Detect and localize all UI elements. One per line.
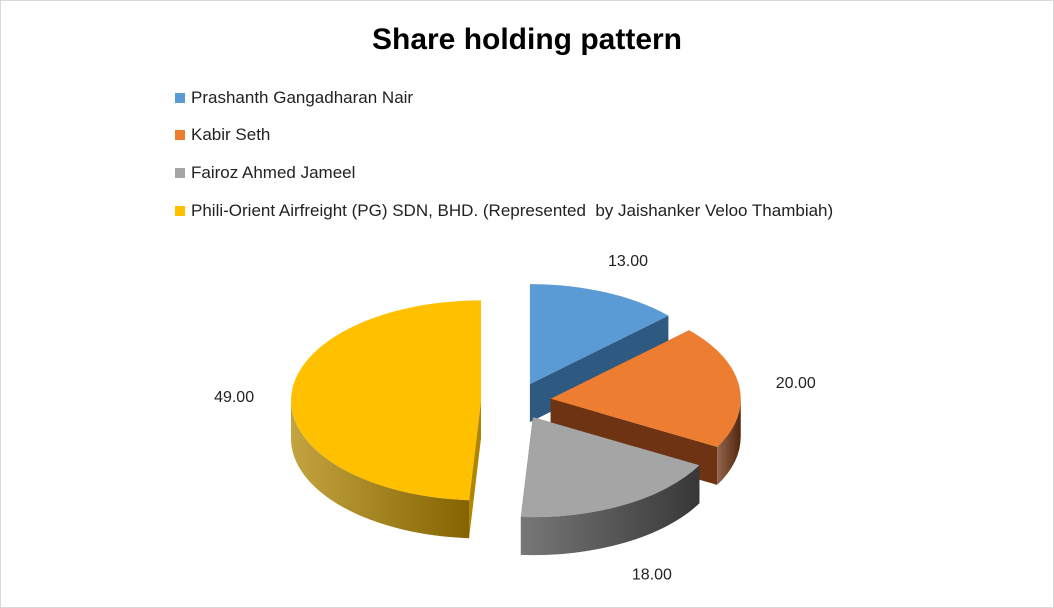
legend-label: Kabir Seth [191,125,271,144]
legend-item: Fairoz Ahmed Jameel [175,163,355,183]
data-label: 13.00 [608,253,648,270]
slice-outer-wall-shade [717,398,741,485]
pie-slice [520,417,700,518]
legend-swatch [175,130,185,140]
slice-side-wall [469,400,481,539]
data-label: 20.00 [776,375,816,392]
pie-slice [550,330,741,447]
legend-label: Fairoz Ahmed Jameel [191,163,356,182]
legend-swatch [175,93,185,103]
data-label: 49.00 [214,389,254,406]
data-label: 18.00 [632,566,672,583]
pie-slice [529,284,669,385]
legend-item: Kabir Seth [175,125,270,145]
legend-swatch [175,168,185,178]
legend-item: Phili-Orient Airfreight (PG) SDN, BHD. (… [175,201,833,221]
legend-item: Prashanth Gangadharan Nair [175,88,413,108]
slice-outer-wall-shade [291,400,470,539]
pie-slice [291,300,481,501]
legend-label: Phili-Orient Airfreight (PG) SDN, BHD. (… [191,201,834,220]
legend-label: Prashanth Gangadharan Nair [191,88,414,107]
chart-title: Share holding pattern [371,23,683,56]
slice-outer-wall-shade [520,465,700,556]
legend-swatch [175,206,185,216]
